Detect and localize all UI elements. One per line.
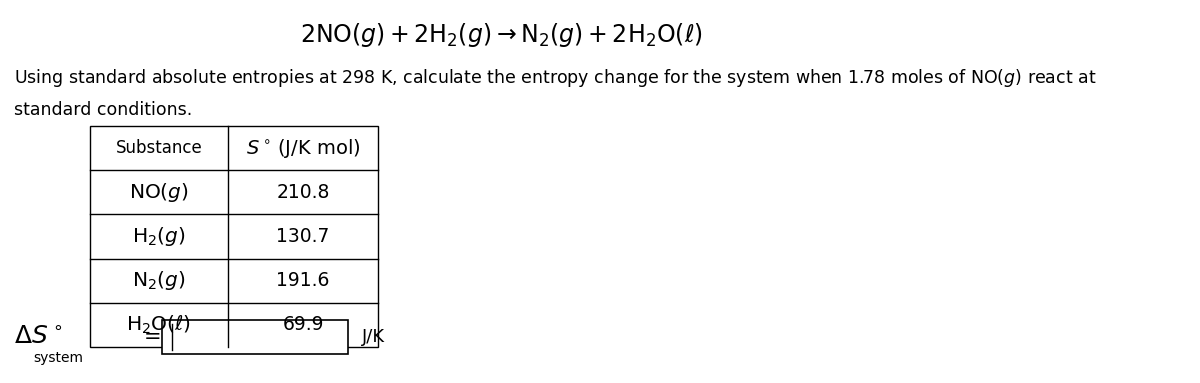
Text: $\mathrm{N}_2(\mathit{g})$: $\mathrm{N}_2(\mathit{g})$ bbox=[132, 269, 186, 292]
Text: J/K: J/K bbox=[362, 328, 385, 346]
Text: 130.7: 130.7 bbox=[276, 227, 330, 246]
Text: $\Delta S^\circ$: $\Delta S^\circ$ bbox=[14, 326, 62, 349]
Text: $\mathrm{H}_2\mathrm{O}(\ell)$: $\mathrm{H}_2\mathrm{O}(\ell)$ bbox=[126, 313, 192, 336]
Bar bbox=[162, 320, 348, 354]
Text: 69.9: 69.9 bbox=[282, 315, 324, 334]
Text: $\mathrm{H}_2(\mathit{g})$: $\mathrm{H}_2(\mathit{g})$ bbox=[132, 225, 186, 248]
Text: 191.6: 191.6 bbox=[276, 271, 330, 290]
Text: Using standard absolute entropies at 298 K, calculate the entropy change for the: Using standard absolute entropies at 298… bbox=[14, 67, 1097, 89]
Text: $\mathrm{NO}(\mathit{g})$: $\mathrm{NO}(\mathit{g})$ bbox=[130, 181, 188, 204]
Bar bbox=[90, 126, 378, 347]
Text: 210.8: 210.8 bbox=[276, 183, 330, 202]
Text: $2\mathrm{NO}(g) + 2\mathrm{H}_2(g) \rightarrow \mathrm{N}_2(g) + 2\mathrm{H}_2\: $2\mathrm{NO}(g) + 2\mathrm{H}_2(g) \rig… bbox=[300, 21, 703, 49]
Text: system: system bbox=[34, 351, 84, 365]
Text: =: = bbox=[144, 327, 162, 347]
Text: Substance: Substance bbox=[115, 139, 203, 157]
Text: standard conditions.: standard conditions. bbox=[14, 101, 193, 119]
Text: $\mathit{S}^\circ\,\mathrm{(J/K\ mol)}$: $\mathit{S}^\circ\,\mathrm{(J/K\ mol)}$ bbox=[246, 137, 360, 160]
